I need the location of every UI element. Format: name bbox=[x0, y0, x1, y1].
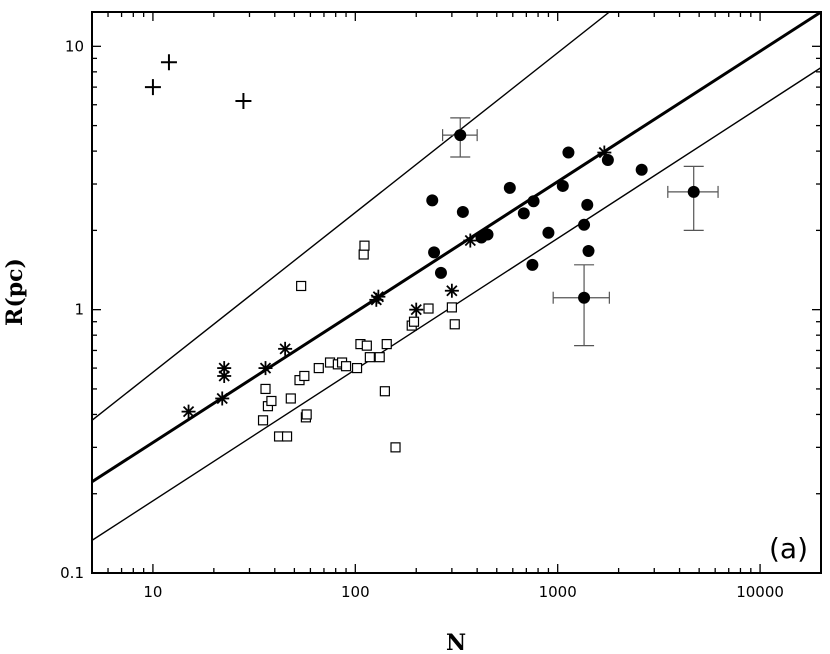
filled-circle-marker bbox=[542, 226, 555, 239]
asterisk-marker bbox=[371, 289, 386, 304]
open-square-marker bbox=[301, 409, 312, 420]
filled-circle-marker bbox=[581, 198, 594, 211]
asterisk-marker bbox=[444, 283, 459, 298]
tick-labels: 10 100 1000 10000 0.1 1 10 bbox=[60, 37, 784, 601]
filled-circle-marker bbox=[454, 129, 467, 142]
x-tick-label: 10000 bbox=[736, 583, 784, 601]
filled-circle-marker bbox=[428, 246, 441, 259]
fit-line-thick bbox=[92, 12, 821, 484]
error-bar bbox=[552, 264, 610, 347]
open-square-marker bbox=[379, 386, 390, 397]
open-square-marker bbox=[364, 352, 375, 363]
open-square-marker bbox=[281, 431, 293, 442]
open-square-marker bbox=[260, 383, 271, 395]
filled-circle-marker bbox=[582, 245, 595, 258]
asterisk-stroke bbox=[598, 146, 610, 159]
plot-frame bbox=[91, 11, 822, 574]
open-square-marker bbox=[423, 303, 434, 314]
asterisk-stroke bbox=[259, 362, 272, 374]
filled-circle-marker bbox=[517, 207, 530, 220]
open-square-marker bbox=[351, 362, 363, 374]
x-axis-title: N bbox=[446, 630, 466, 654]
x-tick-label: 100 bbox=[341, 583, 370, 601]
x-tick-label: 1000 bbox=[539, 583, 577, 601]
open-square-marker bbox=[359, 240, 370, 251]
open-square-marker bbox=[299, 370, 310, 382]
asterisk-stroke bbox=[216, 392, 228, 405]
open-square-marker bbox=[449, 319, 460, 330]
asterisk-marker bbox=[409, 302, 424, 317]
axis-ticks bbox=[91, 12, 822, 574]
open-square-marker bbox=[408, 316, 420, 327]
asterisk-stroke bbox=[218, 362, 230, 374]
open-square-marker bbox=[296, 280, 307, 292]
panel-label: (a) bbox=[769, 532, 808, 565]
y-tick-label: 1 bbox=[74, 301, 84, 319]
plus-marker bbox=[144, 79, 161, 96]
y-tick-label: 10 bbox=[65, 37, 84, 55]
filled-circle-marker bbox=[687, 185, 700, 198]
open-square-marker bbox=[257, 415, 269, 426]
filled-circle-marker bbox=[562, 146, 575, 159]
asterisk-marker bbox=[181, 404, 196, 419]
fit-lines bbox=[92, 12, 821, 541]
open-square-marker bbox=[374, 352, 385, 363]
filled-circle-marker bbox=[434, 266, 447, 279]
asterisk-marker bbox=[463, 233, 478, 248]
filled-circle-marker bbox=[556, 179, 569, 192]
open-square-marker bbox=[266, 395, 277, 407]
open-square-marker bbox=[340, 361, 352, 372]
filled-circle-marker bbox=[426, 194, 439, 207]
filled-circle-marker bbox=[578, 218, 591, 231]
asterisk-stroke bbox=[279, 343, 291, 355]
filled-circle-marker bbox=[601, 154, 614, 167]
open-square-marker bbox=[446, 302, 457, 313]
filled-circle-marker bbox=[635, 163, 648, 176]
asterisk-marker bbox=[258, 361, 273, 376]
asterisk-stroke bbox=[464, 234, 476, 247]
open-square-marker bbox=[313, 362, 324, 374]
filled-circle-marker bbox=[503, 181, 516, 194]
filled-circle-marker bbox=[481, 228, 494, 241]
open-square-marker bbox=[285, 393, 296, 404]
asterisk-marker bbox=[215, 391, 230, 406]
filled-circle-marker bbox=[526, 258, 539, 271]
plus-marker bbox=[160, 54, 177, 71]
filled-circle-marker bbox=[456, 205, 469, 218]
asterisk-marker bbox=[278, 341, 293, 356]
filled-circle-marker bbox=[527, 195, 540, 208]
fit-line-thin bbox=[92, 12, 610, 421]
open-square-marker bbox=[361, 340, 372, 351]
open-square-marker bbox=[358, 249, 369, 260]
asterisk-stroke bbox=[446, 285, 458, 297]
asterisk-stroke bbox=[182, 405, 195, 418]
asterisk-stroke bbox=[410, 304, 422, 316]
open-square-marker bbox=[381, 338, 392, 350]
filled-circle-marker bbox=[578, 291, 591, 304]
y-tick-label: 0.1 bbox=[60, 564, 84, 582]
asterisk-marker bbox=[217, 361, 232, 376]
error-bar bbox=[667, 165, 719, 231]
data-markers bbox=[144, 54, 700, 453]
y-axis-title: R(pc) bbox=[2, 258, 28, 326]
x-tick-label: 10 bbox=[143, 583, 162, 601]
plus-marker bbox=[235, 92, 252, 109]
open-square-marker bbox=[390, 442, 401, 453]
asterisk-stroke bbox=[372, 291, 385, 303]
